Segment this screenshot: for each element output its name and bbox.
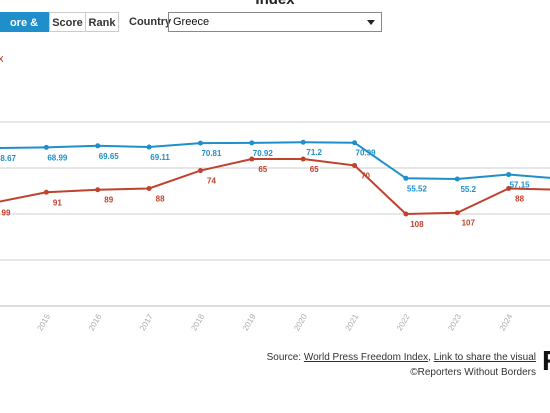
x-tick-label: 2021 [344,312,361,332]
value-label: 70.99 [356,149,377,158]
series-line [0,158,550,216]
x-tick-label: 2014 [0,312,1,332]
logo: R [542,345,550,377]
value-label: 68.99 [47,153,68,162]
point [300,156,306,162]
point [352,162,358,168]
x-tick-label: 2022 [395,312,412,332]
point [43,144,49,150]
chart: x020406080201420152016201720182019202020… [0,53,550,332]
link[interactable]: World Press Freedom Index [303,352,429,363]
point [197,168,203,174]
value-label: 57.15 [510,181,531,190]
value-label: 55.52 [407,184,428,193]
point [249,156,255,162]
x-tick-label: 2018 [189,312,206,332]
value-label: 91 [53,198,62,207]
value-label: 89 [104,196,113,205]
country-select[interactable]: Greece [168,12,382,32]
point [403,175,409,181]
value-label: 88 [515,194,524,203]
series-line [0,141,550,181]
point [506,172,512,178]
value-label: 70.92 [253,149,274,158]
tab[interactable]: Rank [85,12,119,32]
title: Index [0,0,550,8]
x-tick-label: 2017 [138,312,155,332]
source: Source: World Press Freedom Index, Link … [266,352,536,378]
point [95,187,101,193]
value-label: 88 [156,194,165,203]
tab[interactable]: ore & Rank [0,12,50,49]
point [454,210,460,216]
value-label: 69.11 [150,153,170,162]
value-label: 55.2 [460,185,476,194]
x-tick-label: 2024 [498,312,515,332]
country-label: Country [129,16,172,28]
point [403,211,409,217]
point [352,140,358,146]
x-tick-label: 2016 [87,312,104,332]
value-label: 68.67 [0,154,17,163]
x-tick-label: 2015 [35,312,52,332]
value-label: 70 [361,171,370,180]
x-tick-label: 2023 [446,312,463,332]
point [454,176,460,182]
point [146,185,152,191]
credit: ©Reporters Without Borders [410,367,536,378]
point [197,140,203,146]
link[interactable]: Link to share the visual [433,352,536,363]
x-tick-label: 2020 [292,312,309,332]
value-label: 71.2 [306,148,322,157]
value-label: 107 [462,219,476,228]
point [249,140,255,146]
x-tick-label: 2019 [241,312,258,332]
source-prefix: Source: [266,352,302,363]
value-label: 108 [410,220,424,229]
axis-label: x [0,53,4,65]
value-label: 65 [310,165,319,174]
value-label: 69.65 [99,152,120,161]
point [300,139,306,145]
point [95,143,101,149]
point [506,185,512,191]
value-label: 70.81 [201,149,222,158]
country-value: Greece [173,16,210,28]
value-label: 74 [207,177,216,186]
value-label: 99 [2,209,11,218]
point [43,189,49,195]
point [146,144,152,150]
value-label: 65 [258,165,267,174]
